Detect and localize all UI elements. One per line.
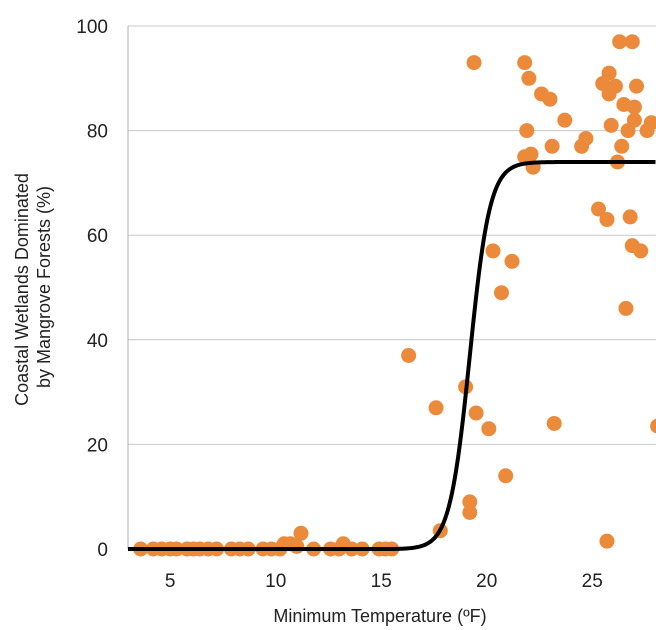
data-point <box>578 130 594 146</box>
data-point <box>633 243 649 259</box>
data-point <box>603 117 619 133</box>
data-point <box>498 468 514 484</box>
data-point <box>462 494 478 510</box>
data-point <box>591 201 607 217</box>
y-tick-label: 60 <box>87 226 108 247</box>
y-tick-labels: 0 20 40 60 80 100 <box>76 17 108 561</box>
data-point <box>289 538 305 554</box>
x-tick-labels: 5 10 15 20 25 <box>165 571 603 592</box>
data-point <box>504 253 520 269</box>
x-axis-title: Minimum Temperature (ºF) <box>273 606 486 626</box>
data-point <box>599 533 615 549</box>
data-point <box>428 400 444 416</box>
data-point <box>612 34 628 50</box>
y-tick-label: 0 <box>97 540 108 561</box>
data-point <box>519 123 535 139</box>
x-tick-label: 10 <box>265 571 286 592</box>
data-point <box>626 99 642 115</box>
data-point <box>485 243 501 259</box>
data-point <box>466 55 482 71</box>
data-point <box>629 78 645 94</box>
y-axis-title-line-1: Coastal Wetlands Dominated <box>12 173 32 406</box>
data-point <box>626 112 642 128</box>
data-point <box>544 138 560 154</box>
data-point <box>521 70 537 86</box>
data-points <box>133 34 656 557</box>
y-axis-title: Coastal Wetlands Dominated by Mangrove F… <box>12 168 54 406</box>
data-point <box>462 504 478 520</box>
data-point <box>523 146 539 162</box>
data-point <box>607 78 623 94</box>
data-point <box>493 285 509 301</box>
data-point <box>614 138 630 154</box>
x-tick-label: 5 <box>165 571 176 592</box>
y-tick-label: 100 <box>76 17 108 38</box>
data-point <box>481 421 497 437</box>
data-point <box>599 212 615 228</box>
logistic-fit-curve <box>128 159 656 551</box>
data-point <box>601 65 617 81</box>
data-point <box>401 347 417 363</box>
data-point <box>468 405 484 421</box>
data-point <box>624 34 640 50</box>
data-point <box>643 115 656 131</box>
x-tick-label: 20 <box>476 571 497 592</box>
y-tick-label: 80 <box>87 122 108 143</box>
x-tick-label: 25 <box>582 571 603 592</box>
y-tick-label: 20 <box>87 435 108 456</box>
grid-lines <box>128 25 656 445</box>
x-tick-label: 15 <box>371 571 392 592</box>
data-point <box>557 112 573 128</box>
data-point <box>650 418 656 434</box>
y-axis-title-line-2: by Mangrove Forests (%) <box>34 186 54 388</box>
data-point <box>546 415 562 431</box>
data-point <box>293 525 309 541</box>
data-point <box>618 300 634 316</box>
data-point <box>622 209 638 225</box>
data-point <box>517 55 533 71</box>
data-point <box>542 91 558 107</box>
y-tick-label: 40 <box>87 331 108 352</box>
